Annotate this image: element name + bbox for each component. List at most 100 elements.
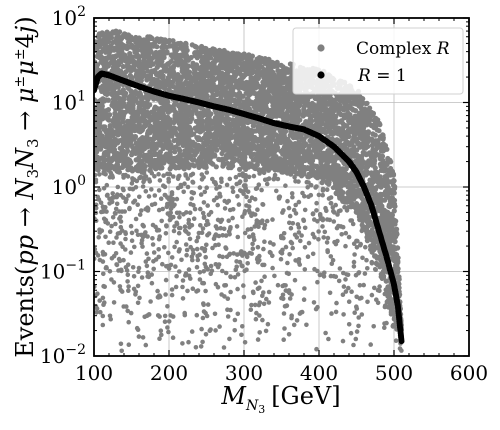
complex-r-point (348, 128, 354, 134)
complex-r-point (159, 165, 165, 171)
complex-r-point (245, 89, 251, 95)
complex-r-point (205, 70, 211, 76)
complex-r-point (98, 163, 104, 169)
complex-r-point (106, 53, 113, 59)
complex-r-point (147, 74, 154, 80)
complex-r-point (311, 123, 317, 129)
complex-r-point (194, 128, 200, 134)
complex-r-point (320, 126, 327, 132)
complex-r-point (220, 161, 226, 167)
complex-r-point (177, 127, 184, 133)
complex-r-point (191, 163, 197, 169)
complex-r-point (382, 143, 389, 149)
complex-r-point (148, 136, 154, 142)
complex-r-point (224, 142, 231, 148)
complex-r-point (191, 70, 198, 76)
complex-r-point (178, 133, 184, 139)
complex-r-point (280, 64, 286, 70)
complex-r-point (220, 140, 226, 147)
complex-r-point (263, 165, 269, 172)
complex-r-point (179, 68, 185, 74)
complex-r-point (341, 134, 347, 140)
complex-r-point (111, 149, 117, 156)
complex-r-point (172, 149, 178, 155)
complex-r-point (154, 36, 160, 42)
complex-r-point (167, 124, 174, 130)
complex-r-point (314, 142, 320, 148)
complex-r-point (199, 128, 205, 134)
complex-r-point (236, 82, 242, 88)
complex-r-point (101, 86, 107, 92)
complex-r-point (261, 125, 267, 131)
complex-r-point (134, 149, 140, 155)
complex-r-point (229, 159, 236, 165)
complex-r-point (222, 131, 228, 138)
complex-r-point (126, 141, 132, 147)
complex-r-point (261, 79, 267, 85)
complex-r-point (104, 90, 110, 96)
complex-r-point (162, 50, 168, 56)
complex-r-point (166, 61, 172, 67)
complex-r-point (138, 40, 144, 46)
complex-r-point (159, 37, 165, 44)
complex-r-point (126, 131, 132, 137)
complex-r-point (138, 128, 144, 134)
complex-r-point (199, 49, 205, 55)
complex-r-point (120, 63, 126, 70)
complex-r-point (338, 118, 345, 124)
complex-r-point (266, 95, 272, 101)
complex-r-point (236, 51, 242, 58)
complex-r-point (296, 100, 302, 106)
complex-r-point (307, 101, 313, 107)
complex-r-point (237, 77, 243, 83)
complex-r-point (107, 112, 113, 118)
complex-r-point (312, 147, 319, 153)
complex-r-point (269, 59, 275, 65)
complex-r-point (214, 48, 220, 55)
complex-r-point (129, 42, 135, 48)
complex-r-point (163, 44, 169, 51)
complex-r-point (316, 121, 322, 127)
complex-r-point (184, 126, 190, 132)
complex-r-point (281, 74, 287, 80)
complex-r-point (370, 131, 376, 137)
complex-r-point (365, 131, 371, 137)
complex-r-point (301, 154, 307, 160)
complex-r-point (120, 119, 126, 125)
complex-r-point (206, 125, 212, 131)
complex-r-point (327, 106, 333, 112)
complex-r-point (269, 99, 275, 105)
complex-r-point (333, 190, 339, 196)
complex-r-point (201, 147, 207, 153)
complex-r-point (235, 101, 241, 107)
complex-r-point (257, 105, 263, 111)
complex-r-point (100, 46, 106, 53)
complex-r-point (142, 43, 148, 50)
complex-r-point (203, 133, 209, 139)
complex-r-point (307, 159, 313, 165)
complex-r-point (278, 68, 284, 74)
complex-r-point (300, 138, 307, 144)
complex-r-point (380, 159, 386, 165)
complex-r-point (104, 29, 110, 35)
complex-r-point (118, 156, 124, 163)
complex-r-point (119, 164, 125, 170)
complex-r-point (122, 124, 128, 130)
complex-r-point (367, 105, 373, 111)
complex-r-point (316, 98, 322, 104)
complex-r-point (105, 152, 111, 158)
complex-r-point (172, 54, 178, 60)
complex-r-point (148, 81, 154, 87)
complex-r-point (208, 62, 214, 68)
complex-r-point (112, 142, 118, 148)
complex-r-point (338, 112, 344, 118)
complex-r-point (112, 110, 118, 116)
complex-r-point (181, 115, 187, 121)
complex-r-point (296, 139, 302, 145)
complex-r-point (285, 115, 291, 122)
complex-r-point (356, 128, 362, 135)
complex-r-point (267, 83, 273, 89)
complex-r-point (252, 75, 258, 81)
complex-r-point (167, 72, 173, 78)
